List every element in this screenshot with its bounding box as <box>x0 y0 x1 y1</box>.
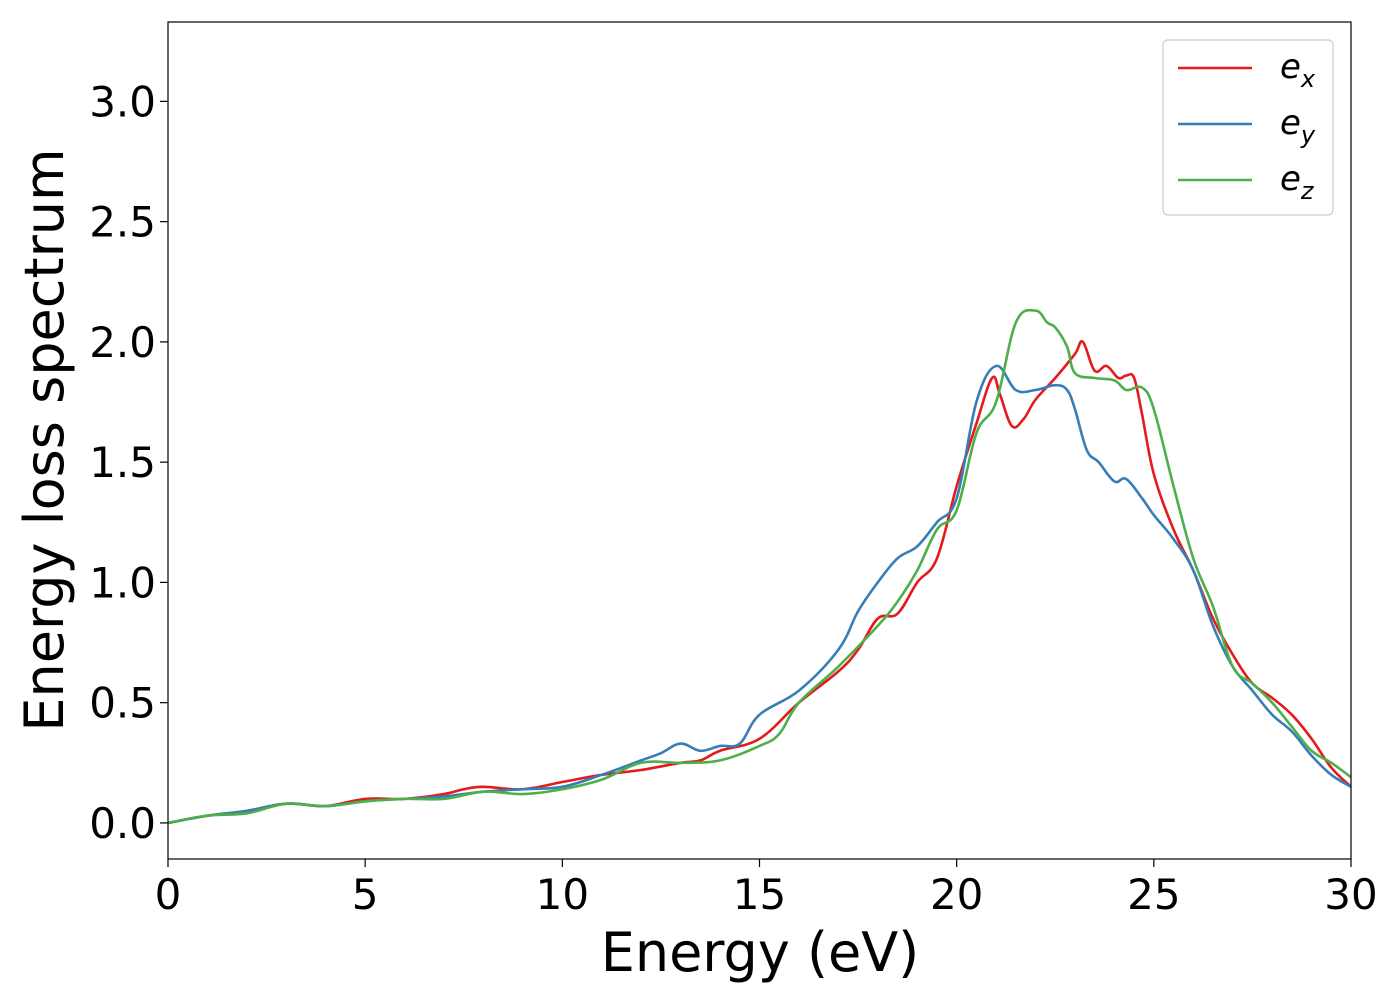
x-tick-label: 30 <box>1324 870 1377 919</box>
legend-box <box>1162 39 1334 216</box>
plot-background <box>168 22 1351 859</box>
x-tick-label: 10 <box>536 870 589 919</box>
x-tick-label: 0 <box>155 870 182 919</box>
x-tick-label: 15 <box>733 870 786 919</box>
y-tick-label: 2.0 <box>89 318 156 367</box>
x-axis-title: Energy (eV) <box>601 921 920 984</box>
y-tick-label: 0.5 <box>89 679 156 728</box>
y-tick-label: 1.0 <box>89 558 156 607</box>
x-axis: 0 5 10 15 20 25 30 <box>155 859 1378 919</box>
x-tick-label: 20 <box>930 870 983 919</box>
y-tick-label: 1.5 <box>89 438 156 487</box>
x-tick-label: 5 <box>352 870 379 919</box>
plot-area <box>167 21 1352 860</box>
y-tick-label: 3.0 <box>89 77 156 126</box>
x-tick-label: 25 <box>1127 870 1180 919</box>
series-layer <box>168 308 1351 825</box>
y-tick-label: 0.0 <box>89 799 156 848</box>
y-axis-title: Energy loss spectrum <box>13 148 76 731</box>
y-axis: 0.0 0.5 1.0 1.5 2.0 2.5 3.0 <box>89 77 168 848</box>
series-line-z <box>168 308 1351 825</box>
y-tick-label: 2.5 <box>89 198 156 247</box>
